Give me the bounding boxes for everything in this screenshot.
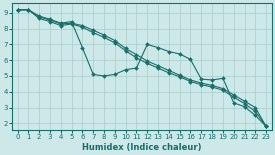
X-axis label: Humidex (Indice chaleur): Humidex (Indice chaleur) xyxy=(82,143,202,152)
